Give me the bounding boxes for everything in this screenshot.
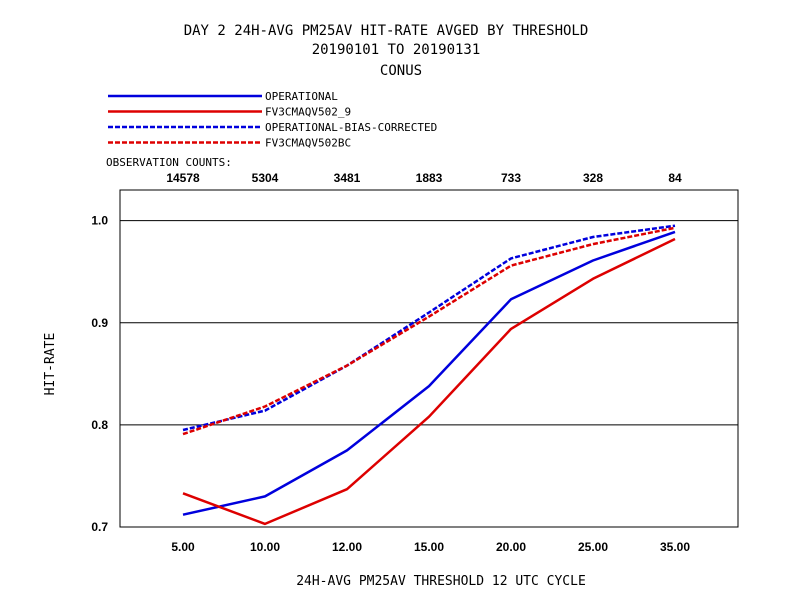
observation-count: 5304 bbox=[252, 171, 279, 185]
x-axis-label: 24H-AVG PM25AV THRESHOLD 12 UTC CYCLE bbox=[296, 574, 586, 589]
legend-label: OPERATIONAL bbox=[265, 90, 338, 103]
observation-count: 84 bbox=[668, 171, 682, 185]
observation-count: 328 bbox=[583, 171, 603, 185]
x-tick-label: 25.00 bbox=[578, 540, 608, 554]
series-line-2 bbox=[182, 224, 676, 432]
y-tick-label: 1.0 bbox=[91, 214, 108, 228]
chart-region: CONUS bbox=[380, 63, 422, 79]
y-tick-label: 0.9 bbox=[91, 316, 108, 330]
y-axis-label: HIT-RATE bbox=[43, 333, 58, 396]
chart-title: DAY 2 24H-AVG PM25AV HIT-RATE AVGED BY T… bbox=[184, 23, 589, 39]
observation-counts-label: OBSERVATION COUNTS: bbox=[106, 156, 232, 169]
legend: OPERATIONAL FV3CMAQV502_9 OPERATIONAL-BIAS… bbox=[108, 90, 437, 150]
plot-frame bbox=[119, 189, 739, 528]
observation-count: 1883 bbox=[416, 171, 443, 185]
series-line-0 bbox=[182, 230, 676, 516]
x-tick-label: 10.00 bbox=[250, 540, 280, 554]
x-tick-label: 5.00 bbox=[171, 540, 195, 554]
x-tick-label: 20.00 bbox=[496, 540, 526, 554]
series-line-3 bbox=[182, 226, 676, 436]
observation-count: 733 bbox=[501, 171, 521, 185]
legend-label: FV3CMAQV502_9 bbox=[265, 106, 351, 119]
legend-label: OPERATIONAL-BIAS-CORRECTED bbox=[265, 121, 437, 134]
y-tick-label: 0.7 bbox=[91, 520, 108, 534]
legend-label: FV3CMAQV502BC bbox=[265, 137, 351, 150]
x-tick-label: 35.00 bbox=[660, 540, 690, 554]
observation-counts: 14578 5304 3481 1883 733 328 84 bbox=[166, 171, 682, 185]
chart-date-range: 20190101 TO 20190131 bbox=[312, 42, 481, 58]
series-line-1 bbox=[182, 237, 676, 526]
x-tick-label: 15.00 bbox=[414, 540, 444, 554]
x-tick-label: 12.00 bbox=[332, 540, 362, 554]
observation-count: 14578 bbox=[166, 171, 200, 185]
observation-count: 3481 bbox=[334, 171, 361, 185]
plot-area: 0.7 0.8 0.9 1.0 5.00 10.00 12.00 15.00 20.00 25.0… bbox=[91, 189, 739, 554]
y-tick-label: 0.8 bbox=[91, 418, 108, 432]
